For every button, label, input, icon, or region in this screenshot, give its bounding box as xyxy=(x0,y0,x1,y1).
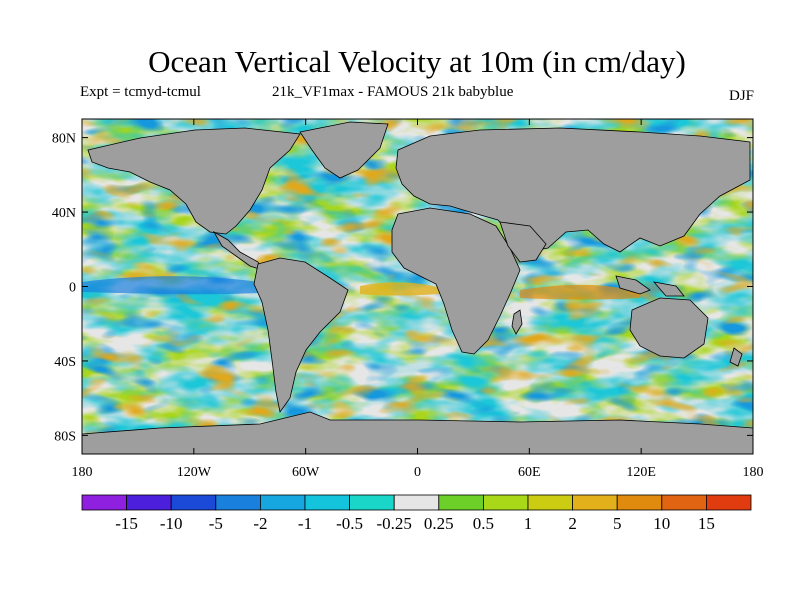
lon-tick-label: 120W xyxy=(177,465,212,480)
colorbar xyxy=(81,494,752,511)
lon-tick-label: 60W xyxy=(292,465,320,480)
colorbar-swatch xyxy=(572,494,618,511)
colorbar-label: -5 xyxy=(209,514,223,533)
lon-tick-label: 180 xyxy=(743,465,764,480)
colorbar-label: 0.25 xyxy=(424,514,454,533)
colorbar-swatch xyxy=(259,494,306,511)
land-masses xyxy=(82,121,753,454)
lat-tick-label: 80S xyxy=(54,429,76,444)
colorbar-label: 2 xyxy=(568,514,577,533)
colorbar-label: -1 xyxy=(298,514,312,533)
colorbar-label: 10 xyxy=(653,514,670,533)
colorbar-swatch xyxy=(170,494,217,511)
colorbar-label: -0.5 xyxy=(336,514,363,533)
experiment-label: Expt = tcmyd-tcmul xyxy=(80,84,201,100)
lon-tick-label: 0 xyxy=(414,465,421,480)
colorbar-label: 15 xyxy=(698,514,715,533)
colorbar-swatch xyxy=(349,494,395,511)
colorbar-swatch xyxy=(661,494,707,511)
colorbar-swatch xyxy=(215,494,261,511)
map-title: Ocean Vertical Velocity at 10m (in cm/da… xyxy=(148,44,686,79)
latitude-labels: 80N 40N 0 40S 80S xyxy=(52,132,76,445)
lat-tick-label: 40S xyxy=(54,355,76,370)
lon-tick-label: 60E xyxy=(518,465,541,480)
colorbar-swatch xyxy=(304,494,350,511)
colorbar-label: -2 xyxy=(253,514,267,533)
colorbar-label: -0.25 xyxy=(376,514,411,533)
run-label: 21k_VF1max - FAMOUS 21k babyblue xyxy=(272,84,514,100)
lon-tick-label: 120E xyxy=(626,465,656,480)
colorbar-swatch xyxy=(393,494,440,511)
longitude-labels: 180 120W 60W 0 60E 120E 180 xyxy=(72,465,764,480)
colorbar-label: 5 xyxy=(613,514,622,533)
colorbar-labels: -15 -10 -5 -2 -1 -0.5 -0.25 0.25 0.5 1 2 5 10 15 xyxy=(115,514,715,533)
colorbar-label: -10 xyxy=(160,514,183,533)
axis-ticks xyxy=(81,119,754,454)
colorbar-swatch xyxy=(482,494,529,511)
colorbar-swatch xyxy=(527,494,573,511)
season-label: DJF xyxy=(728,88,754,104)
colorbar-swatch xyxy=(81,494,127,511)
colorbar-swatch xyxy=(438,494,484,511)
colorbar-swatch xyxy=(706,494,752,511)
lat-tick-label: 40N xyxy=(52,206,76,221)
colorbar-label: -15 xyxy=(115,514,138,533)
lat-tick-label: 0 xyxy=(69,281,76,296)
colorbar-swatch xyxy=(126,494,172,511)
lat-tick-label: 80N xyxy=(52,132,76,147)
colorbar-label: 1 xyxy=(524,514,533,533)
colorbar-label: 0.5 xyxy=(473,514,494,533)
colorbar-swatch xyxy=(616,494,663,511)
lon-tick-label: 180 xyxy=(72,465,93,480)
